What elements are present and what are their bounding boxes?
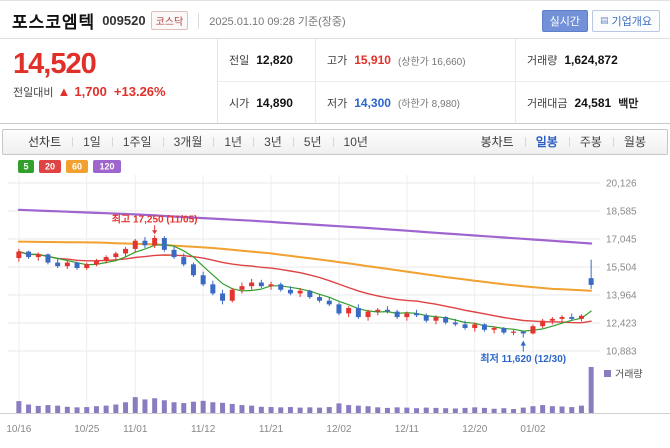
x-axis-label: 12/11 xyxy=(395,424,420,435)
ma-legend-label: 120 xyxy=(99,162,114,172)
summary-value: 14,890 xyxy=(256,95,293,110)
overview-grid-icon: ▤ xyxy=(600,15,609,25)
summary-value: 1,624,872 xyxy=(564,53,618,67)
x-axis-label: 10/16 xyxy=(6,424,31,435)
up-arrow-icon: ▲ xyxy=(57,84,71,100)
change-label: 전일대비 xyxy=(13,87,54,100)
candle-tabs: 봉차트 일봉 주봉 월봉 xyxy=(470,130,667,154)
summary-cell-prev: 전일 12,820 xyxy=(218,39,315,81)
low-arrow-icon xyxy=(520,340,526,346)
tab-candle-chart: 봉차트 xyxy=(480,135,514,149)
stock-code: 009520 xyxy=(102,13,146,28)
candles xyxy=(16,235,594,338)
change-rate: +13.26% xyxy=(113,84,166,100)
y-axis-label: 15,504 xyxy=(606,263,637,274)
x-axis-label: 01/02 xyxy=(520,424,545,435)
company-overview-label: 기업개요 xyxy=(611,15,652,28)
x-axis-label: 12/20 xyxy=(462,424,487,435)
ma-legend-swatch xyxy=(39,160,61,173)
summary-unit: 백만 xyxy=(618,97,639,110)
summary-label: 거래량 xyxy=(527,55,558,67)
summary-value: 24,581 xyxy=(574,95,612,110)
summary-cell-volume: 거래량 1,624,872 xyxy=(515,39,670,81)
summary-value: 12,820 xyxy=(256,53,293,67)
summary-limit: (하한가 8,980) xyxy=(397,99,461,110)
header-actions: 실시간 ▤ 기업개요 xyxy=(541,9,660,32)
volume-bars xyxy=(16,367,594,413)
summary-label: 저가 xyxy=(327,97,348,110)
low-annotation: 최저 11,620 (12/30) xyxy=(480,352,566,365)
stock-header: 포스코엠텍 009520 코스닥 2025.01.10 09:28 기준(장중)… xyxy=(0,1,670,38)
market-badge: 코스닥 xyxy=(150,11,189,30)
y-axis-label: 13,964 xyxy=(606,291,637,302)
tab-line-chart: 선차트 xyxy=(28,135,62,149)
stock-chart-svg: 20,126 18,585 17,045 15,504 13,964 12,423 10,8… xyxy=(0,160,670,435)
ma-legend-label: 60 xyxy=(72,162,82,172)
tab-10year[interactable]: 10년 xyxy=(332,130,379,154)
tab-1year[interactable]: 1년 xyxy=(213,130,253,154)
summary-cell-high: 고가 15,910 (상한가 16,660) xyxy=(315,39,515,81)
ma20-line xyxy=(18,250,592,324)
summary-value: 15,910 xyxy=(354,53,391,67)
ma120-line xyxy=(17,208,593,245)
x-axis-label: 11/12 xyxy=(191,424,216,435)
summary-value: 14,300 xyxy=(354,95,391,110)
price-summary-table: 전일 12,820 고가 15,910 (상한가 16,660) 거래량 1,624,872… xyxy=(218,39,670,123)
chart-gridlines: 20,126 18,585 17,045 15,504 13,964 12,423 10,8… xyxy=(6,175,637,435)
summary-cell-amount: 거래대금 24,581 백만 xyxy=(515,81,670,123)
quote-datetime: 2025.01.10 09:28 기준(장중) xyxy=(198,12,346,29)
summary-label: 고가 xyxy=(327,55,348,67)
x-axis-label: 11/01 xyxy=(123,424,148,435)
summary-cell-open: 시가 14,890 xyxy=(218,81,315,123)
ma-legend-label: 20 xyxy=(45,162,55,172)
y-axis-label: 20,126 xyxy=(606,179,637,190)
chart-area: 20,126 18,585 17,045 15,504 13,964 12,423 10,8… xyxy=(0,155,670,448)
y-axis-label: 10,883 xyxy=(606,347,637,358)
tab-1day[interactable]: 1일 xyxy=(72,130,112,154)
price-summary-section: 14,520 전일대비 ▲ 1,700 +13.26% 전일 12,820 고가 15… xyxy=(0,38,670,124)
change-value: 1,700 xyxy=(74,84,107,100)
summary-label: 시가 xyxy=(229,97,250,110)
tab-5year[interactable]: 5년 xyxy=(292,130,333,154)
ma-legend-swatch xyxy=(93,160,121,173)
high-arrow-icon xyxy=(152,230,158,235)
x-axis-label: 10/25 xyxy=(74,424,99,435)
stock-title: 포스코엠텍 xyxy=(12,13,96,32)
x-axis-label: 11/21 xyxy=(259,424,284,435)
price-change: 전일대비 ▲ 1,700 +13.26% xyxy=(13,84,217,100)
ma-legend-swatch xyxy=(18,160,34,173)
y-axis-label: 17,045 xyxy=(606,235,637,246)
y-axis-label: 18,585 xyxy=(606,207,637,218)
summary-limit: (상한가 16,660) xyxy=(397,56,466,68)
y-axis-label: 12,423 xyxy=(606,319,637,330)
realtime-button[interactable]: 실시간 xyxy=(541,9,588,32)
summary-cell-low: 저가 14,300 (하한가 8,980) xyxy=(315,81,515,123)
tab-3month[interactable]: 3개월 xyxy=(162,130,214,154)
ma5-line xyxy=(18,243,592,332)
company-overview-button[interactable]: ▤ 기업개요 xyxy=(592,9,660,32)
high-annotation: 최고 17,250 (11/05) xyxy=(112,212,198,225)
ma-legend-label: 5 xyxy=(23,162,28,172)
period-tabs: 선차트 1일 1주일 3개월 1년 3년 5년 10년 xyxy=(3,130,379,154)
summary-label: 전일 xyxy=(229,55,250,67)
summary-label: 거래대금 xyxy=(527,97,568,110)
volume-legend-swatch xyxy=(604,370,611,377)
tab-monthly[interactable]: 월봉 xyxy=(612,130,657,154)
tab-daily[interactable]: 일봉 xyxy=(524,130,569,154)
x-axis-label: 12/02 xyxy=(326,424,351,435)
volume-label: 거래량 xyxy=(615,369,643,381)
tab-3year[interactable]: 3년 xyxy=(253,130,293,154)
tab-1week[interactable]: 1주일 xyxy=(111,130,163,154)
ma60-line xyxy=(17,240,593,292)
current-price: 14,520 xyxy=(13,48,97,80)
ma-legend-swatch xyxy=(66,160,88,173)
tab-weekly[interactable]: 주봉 xyxy=(568,130,613,154)
chart-tabbar: 선차트 1일 1주일 3개월 1년 3년 5년 10년 봉차트 일봉 주봉 월봉 xyxy=(2,129,668,155)
ma-legend: 5 20 60 120 xyxy=(18,160,121,173)
current-price-block: 14,520 전일대비 ▲ 1,700 +13.26% xyxy=(0,39,218,123)
